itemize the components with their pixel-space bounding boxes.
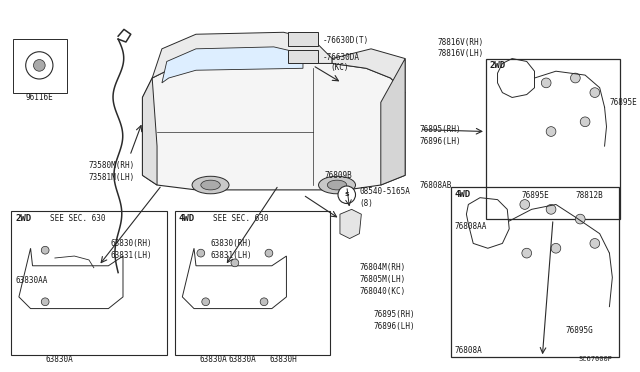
Text: S: S	[344, 192, 349, 197]
Text: SEE SEC. 630: SEE SEC. 630	[50, 214, 106, 223]
Text: 73581M(LH): 73581M(LH)	[89, 173, 135, 182]
Ellipse shape	[327, 180, 347, 190]
Circle shape	[197, 249, 205, 257]
Circle shape	[231, 259, 239, 267]
Text: 63831(LH): 63831(LH)	[110, 251, 152, 260]
Text: 78816V(RH): 78816V(RH)	[437, 38, 483, 46]
Text: 4WD: 4WD	[179, 214, 195, 223]
Circle shape	[575, 214, 585, 224]
Circle shape	[541, 78, 551, 88]
Text: SEE SEC. 630: SEE SEC. 630	[214, 214, 269, 223]
Ellipse shape	[192, 176, 229, 194]
Circle shape	[546, 205, 556, 214]
Polygon shape	[340, 209, 362, 238]
Text: 768040(KC): 768040(KC)	[360, 286, 406, 296]
Bar	[175, 211, 330, 355]
Text: 4WD: 4WD	[455, 190, 471, 199]
Text: 76808AB: 76808AB	[420, 180, 452, 189]
Text: 63830A: 63830A	[46, 355, 74, 364]
Text: 63830AA: 63830AA	[15, 276, 47, 285]
Text: 76896(LH): 76896(LH)	[420, 137, 461, 146]
Circle shape	[522, 248, 532, 258]
Ellipse shape	[319, 176, 355, 194]
Polygon shape	[143, 78, 157, 185]
Circle shape	[265, 249, 273, 257]
Ellipse shape	[201, 180, 220, 190]
Circle shape	[590, 238, 600, 248]
Text: 76895G: 76895G	[566, 327, 593, 336]
Bar	[289, 50, 317, 63]
Text: (8): (8)	[360, 199, 373, 208]
Text: 08540-5165A: 08540-5165A	[360, 187, 410, 196]
Circle shape	[546, 126, 556, 137]
Text: 76895(RH): 76895(RH)	[420, 125, 461, 134]
Circle shape	[338, 186, 355, 203]
Text: 96116E: 96116E	[26, 93, 53, 102]
Circle shape	[551, 243, 561, 253]
Circle shape	[202, 298, 209, 306]
Polygon shape	[143, 63, 405, 190]
Bar	[486, 58, 620, 219]
Text: 76808A: 76808A	[455, 346, 483, 355]
Text: 76805M(LH): 76805M(LH)	[360, 275, 406, 284]
Circle shape	[26, 52, 53, 79]
Text: 78816V(LH): 78816V(LH)	[437, 49, 483, 58]
Circle shape	[260, 298, 268, 306]
Text: 2WD: 2WD	[15, 214, 31, 223]
Polygon shape	[381, 58, 405, 185]
Text: SC67000P: SC67000P	[579, 356, 612, 362]
Text: 76808AA: 76808AA	[455, 222, 487, 231]
Text: 76896(LH): 76896(LH)	[373, 321, 415, 331]
Text: -76630D(T): -76630D(T)	[323, 36, 369, 45]
Text: 76804M(RH): 76804M(RH)	[360, 263, 406, 272]
Bar	[11, 211, 167, 355]
Circle shape	[520, 200, 530, 209]
Circle shape	[590, 88, 600, 97]
Bar	[289, 32, 317, 46]
Text: 78812B: 78812B	[575, 191, 603, 200]
Bar	[13, 39, 67, 93]
Circle shape	[33, 60, 45, 71]
Text: 63830A: 63830A	[228, 355, 257, 364]
Text: 76809B: 76809B	[324, 171, 352, 180]
Text: 63830H: 63830H	[269, 355, 298, 364]
Polygon shape	[152, 32, 332, 78]
Circle shape	[570, 73, 580, 83]
Circle shape	[580, 117, 590, 126]
Text: 63830(RH): 63830(RH)	[110, 239, 152, 248]
Text: 63831(LH): 63831(LH)	[211, 251, 252, 260]
Text: -76630DA: -76630DA	[323, 53, 360, 62]
Text: 63830(RH): 63830(RH)	[211, 239, 252, 248]
Bar	[451, 187, 619, 357]
Text: 63830A: 63830A	[200, 355, 227, 364]
Circle shape	[41, 298, 49, 306]
Text: (KC): (KC)	[330, 63, 349, 72]
Polygon shape	[332, 49, 405, 93]
Text: 76895E: 76895E	[522, 191, 550, 200]
Polygon shape	[162, 47, 303, 83]
Text: 76895(RH): 76895(RH)	[373, 310, 415, 319]
Circle shape	[41, 246, 49, 254]
Text: 2WD: 2WD	[490, 61, 506, 70]
Text: 73580M(RH): 73580M(RH)	[89, 161, 135, 170]
Text: 76895E: 76895E	[609, 98, 637, 107]
